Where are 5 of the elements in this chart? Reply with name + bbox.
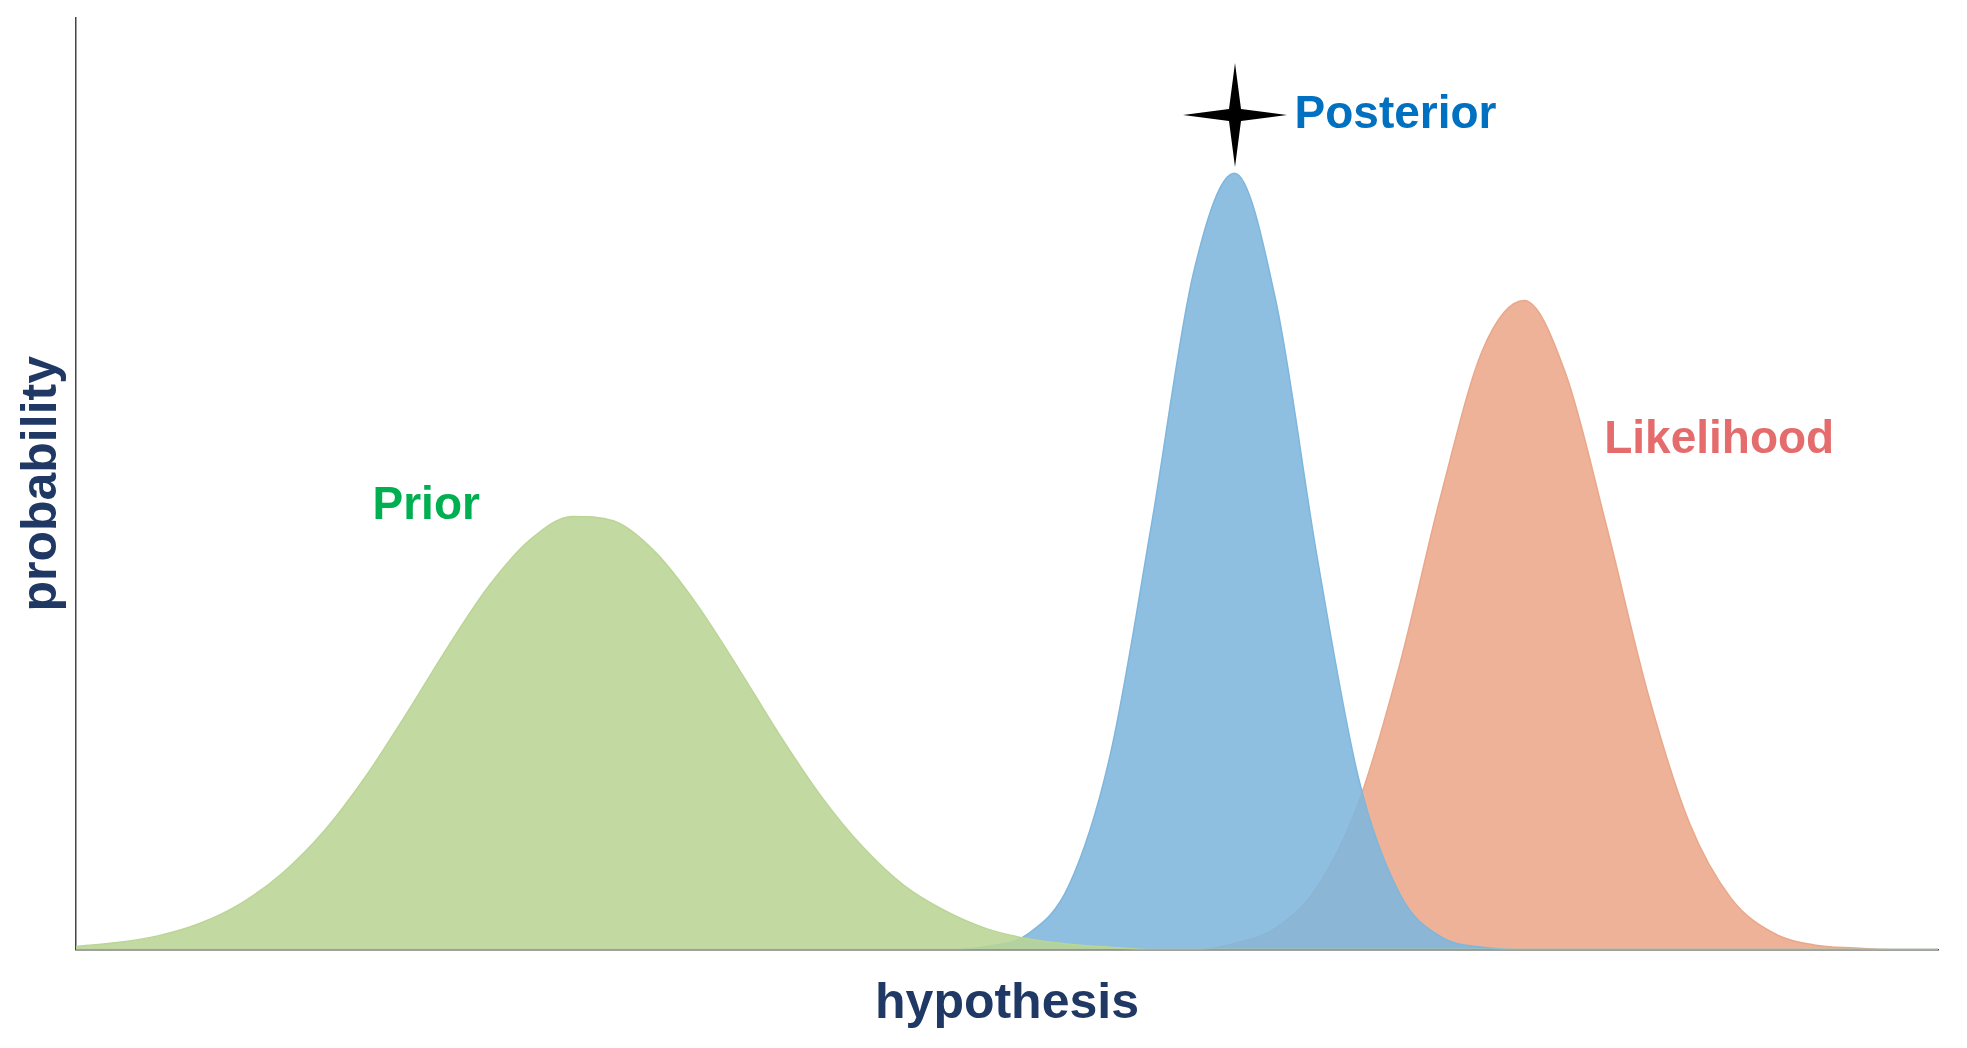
series-label: Posterior bbox=[1294, 85, 1497, 138]
y-axis-title: probability bbox=[10, 355, 67, 612]
series-label: Likelihood bbox=[1604, 411, 1835, 464]
series-label: Prior bbox=[372, 477, 480, 530]
x-axis-title: hypothesis bbox=[875, 972, 1139, 1029]
